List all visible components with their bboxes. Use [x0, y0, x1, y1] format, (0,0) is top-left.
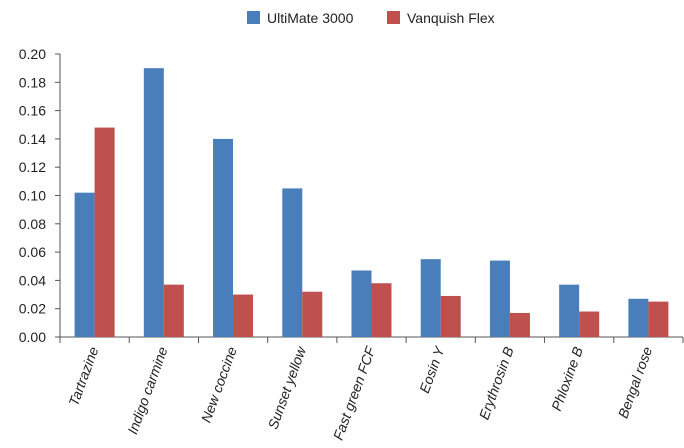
y-tick-label: 0.12: [19, 159, 46, 175]
bar-vanquish-flex: [302, 291, 323, 337]
bar-vanquish-flex: [648, 301, 669, 337]
bar-ultimate-3000: [559, 284, 580, 337]
bars: [74, 68, 669, 338]
bar-vanquish-flex: [371, 283, 392, 337]
bar-ultimate-3000: [213, 138, 234, 337]
y-tick-label: 0.02: [19, 301, 46, 317]
legend-label-1: UltiMate 3000: [267, 10, 354, 26]
bar-vanquish-flex: [440, 295, 461, 337]
y-tick-label: 0.14: [19, 131, 46, 147]
legend-swatch-2: [387, 11, 400, 24]
y-tick-label: 0.04: [19, 272, 46, 288]
bar-vanquish-flex: [163, 284, 184, 337]
bar-vanquish-flex: [509, 312, 530, 337]
bar-vanquish-flex: [94, 127, 115, 337]
x-category-label: Bengal rose: [615, 344, 656, 420]
bar-ultimate-3000: [489, 260, 510, 337]
x-category-label: Fast green FCF: [330, 343, 379, 442]
x-category-label: Indigo carmine: [124, 344, 171, 436]
x-axis: Tartrazine Indigo carmine New coccine Sunse…: [59, 336, 684, 442]
y-tick-label: 0.10: [19, 188, 46, 204]
y-tick-label: 0.16: [19, 103, 46, 119]
bar-ultimate-3000: [628, 298, 649, 337]
x-category-label: Tartrazine: [65, 344, 101, 408]
y-tick-label: 0.18: [19, 74, 46, 90]
bar-ultimate-3000: [420, 259, 441, 337]
x-category-label: Sunset yellow: [265, 344, 310, 431]
bar-ultimate-3000: [351, 270, 372, 337]
x-category-label: Erythrosin B: [476, 345, 517, 422]
y-tick-label: 0.00: [19, 329, 46, 345]
x-category-label: New coccine: [198, 344, 240, 424]
bar-vanquish-flex: [579, 311, 600, 337]
legend-swatch-1: [247, 11, 260, 24]
legend-label-2: Vanquish Flex: [407, 10, 495, 26]
bar-ultimate-3000: [143, 68, 164, 338]
bar-vanquish-flex: [233, 294, 254, 337]
legend: UltiMate 3000 Vanquish Flex: [247, 10, 495, 26]
bar-ultimate-3000: [74, 192, 95, 337]
y-tick-label: 0.06: [19, 244, 46, 260]
y-tick-label: 0.20: [19, 46, 46, 62]
y-axis: 0.00 0.02 0.04 0.06 0.08 0.10 0.12 0.14 0.16 0.18…: [19, 46, 61, 345]
bar-ultimate-3000: [282, 188, 303, 337]
x-category-label: Eosin Y: [416, 343, 448, 395]
x-category-label: Phloxine B: [548, 345, 586, 413]
y-tick-label: 0.08: [19, 216, 46, 232]
